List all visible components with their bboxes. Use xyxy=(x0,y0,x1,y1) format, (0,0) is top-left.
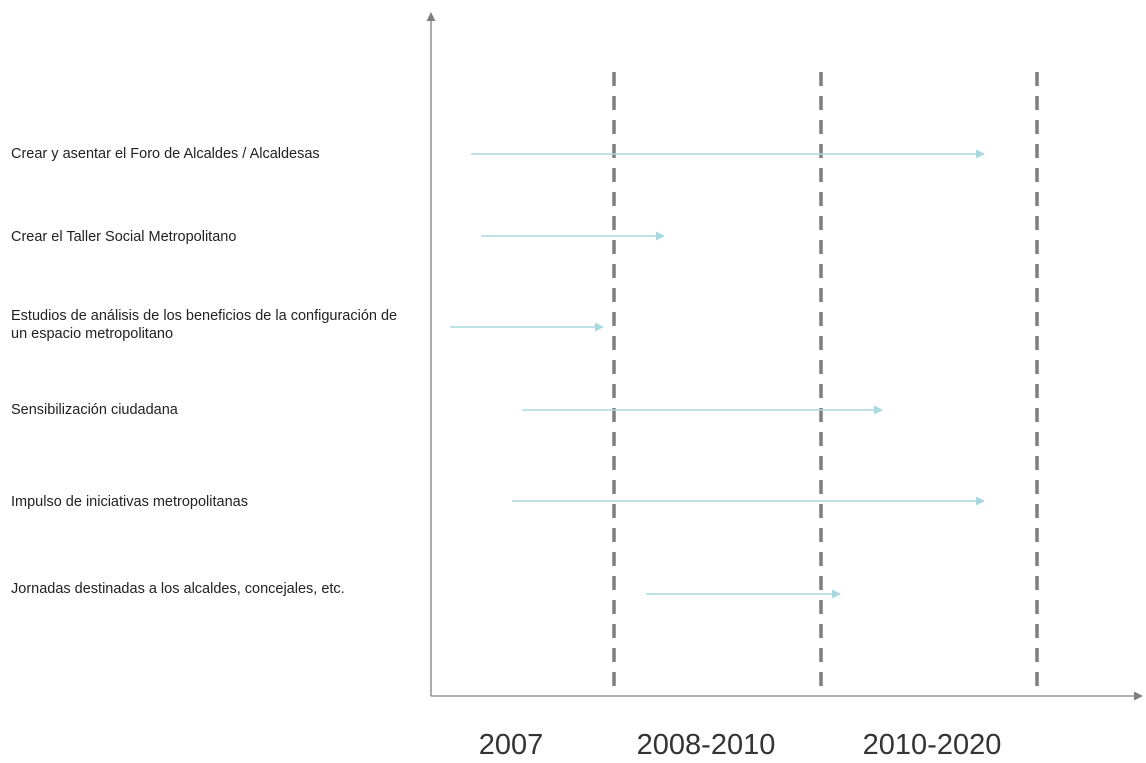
activity-label-impulso-iniciativas: Impulso de iniciativas metropolitanas xyxy=(11,494,248,510)
activity-label-jornadas: Jornadas destinadas a los alcaldes, conc… xyxy=(11,581,345,597)
activity-label-sensibilizacion: Sensibilización ciudadana xyxy=(11,402,178,418)
activity-label-taller-social: Crear el Taller Social Metropolitano xyxy=(11,229,237,245)
period-label-2008-2010: 2008-2010 xyxy=(636,729,776,761)
period-label-2007: 2007 xyxy=(478,729,544,761)
activity-label-estudios-analisis: Estudios de análisis de los beneficios d… xyxy=(11,308,398,342)
activity-label-foro-alcaldes: Crear y asentar el Foro de Alcaldes / Al… xyxy=(11,146,320,162)
period-label-2010-2020: 2010-2020 xyxy=(862,729,1002,761)
